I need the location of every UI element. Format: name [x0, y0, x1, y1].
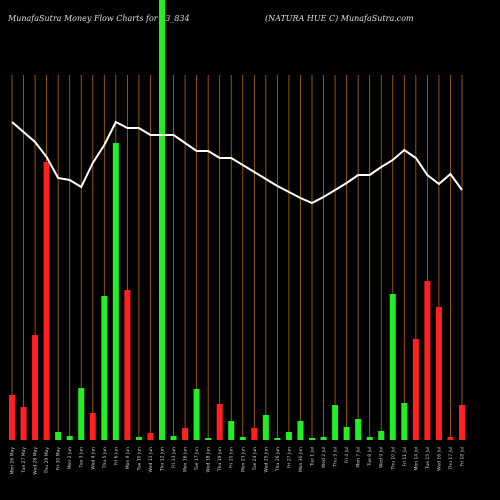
bar [89, 413, 96, 440]
x-tick-label: Thu 12 Jun [160, 447, 166, 472]
bar [378, 431, 385, 440]
x-tick-label: Wed 25 Jun [263, 447, 269, 473]
bar [447, 437, 454, 440]
x-tick-label: Thu 17 Jul [448, 447, 454, 470]
x-tick-label: Thu 19 Jun [217, 447, 223, 472]
x-tick-label: Tue 3 Jun [79, 447, 85, 469]
bar [459, 405, 465, 440]
x-tick-label: Fri 6 Jun [113, 447, 119, 465]
bar [9, 395, 15, 440]
bar [389, 294, 396, 440]
x-tick-label: Thu 10 Jul [390, 447, 396, 470]
bar [135, 437, 142, 440]
bar [66, 436, 73, 440]
x-tick-label: Tue 24 Jun [252, 447, 258, 471]
bar [124, 290, 131, 440]
bar [401, 403, 408, 440]
bar [159, 0, 165, 440]
x-tick-label: Fri 27 Jun [286, 447, 292, 468]
x-tick-label: Fri 11 Jul [402, 447, 408, 466]
x-tick-label: Wed 28 May [33, 447, 39, 475]
x-tick-label: Mon 30 Jun [298, 447, 304, 472]
x-tick-label: Thu 26 Jun [275, 447, 281, 472]
plot: Mon 26 May Tue 27 May Wed 28 May Thu 29 May… [9, 0, 466, 475]
bar [20, 407, 27, 440]
bar [43, 162, 50, 440]
bar [332, 405, 339, 440]
x-tick-label: Thu 29 May [44, 447, 50, 475]
bar [412, 339, 419, 440]
x-tick-label: Mon 23 Jun [240, 447, 246, 472]
x-tick-label: Fri 30 May [56, 447, 62, 471]
x-tick-label: Tue 1 Jul [310, 447, 316, 467]
x-tick-label: Wed 4 Jun [90, 447, 96, 470]
bar [320, 437, 327, 440]
x-tick-label: Wed 2 Jul [321, 447, 327, 468]
x-tick-label: Mon 2 Jun [67, 447, 73, 469]
bar [228, 421, 235, 440]
x-tick-label: Thu 5 Jun [102, 447, 108, 469]
bar [205, 438, 212, 440]
x-tick-label: Fri 20 Jun [229, 447, 235, 468]
bar [435, 307, 442, 440]
x-tick-label: Mon 7 Jul [356, 447, 362, 468]
bar [112, 143, 119, 440]
bar [55, 432, 62, 440]
x-tick-label: Thu 3 Jul [333, 447, 339, 468]
bar [193, 389, 200, 440]
bar [147, 433, 154, 440]
x-tick-label: Mon 14 Jul [413, 447, 419, 471]
x-tick-label: Tue 10 Jun [136, 447, 142, 471]
x-tick-label: Wed 11 Jun [148, 447, 154, 473]
x-tick-label: Wed 18 Jun [206, 447, 212, 473]
x-tick-label: Fri 18 Jul [460, 447, 466, 466]
bar [355, 419, 362, 440]
bar [101, 296, 108, 440]
bar [251, 428, 258, 440]
bar [343, 427, 350, 440]
x-tick-label: Tue 8 Jul [367, 447, 373, 467]
bar [424, 281, 431, 440]
x-tick-label: Wed 9 Jul [379, 447, 385, 468]
x-tick-label: Fri 4 Jul [344, 447, 350, 464]
x-tick-label: Mon 16 Jun [183, 447, 189, 472]
bar [285, 432, 292, 440]
bar [309, 438, 315, 440]
bar [297, 421, 304, 440]
bar [78, 388, 85, 440]
bar [239, 437, 246, 440]
x-tick-label: Wed 16 Jul [436, 447, 442, 471]
bar [274, 438, 281, 440]
bar [366, 437, 373, 440]
chart-title: MunafaSutra Money Flow Charts for 53_834 [7, 14, 190, 23]
bar [182, 428, 189, 440]
money-flow-line [11, 120, 463, 205]
bar [170, 436, 177, 440]
x-tick-label: Mon 9 Jun [125, 447, 131, 469]
x-tick-label: Fri 13 Jun [171, 447, 177, 468]
x-tick-label: Mon 26 May [10, 447, 16, 475]
x-tick-label: Tue 15 Jul [425, 447, 431, 470]
bar [32, 335, 39, 440]
x-tick-label: Tue 27 May [21, 447, 27, 474]
x-tick-label: Tue 17 Jun [194, 447, 200, 471]
chart-subtitle: (NATURA HUE C) MunafaSutra.com [265, 14, 414, 23]
bar [262, 415, 269, 440]
bar [216, 404, 223, 440]
